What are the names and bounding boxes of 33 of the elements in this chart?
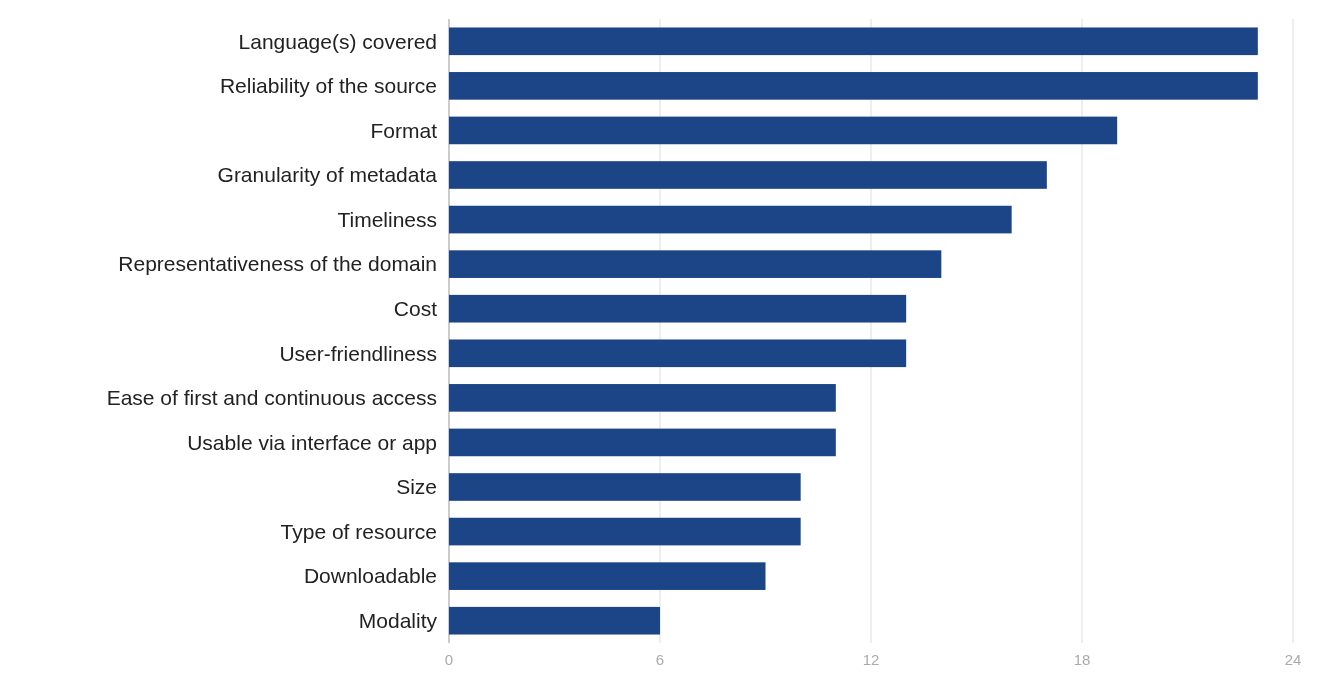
y-tick-label: Ease of first and continuous access — [106, 386, 437, 410]
y-tick-label: Modality — [358, 609, 438, 633]
y-tick-label: Timeliness — [337, 207, 437, 231]
y-tick-label: Usable via interface or app — [187, 430, 437, 454]
x-tick-label: 0 — [444, 651, 454, 668]
bar — [449, 250, 942, 278]
bar — [449, 116, 1118, 145]
bar — [449, 517, 801, 546]
x-tick-label: 18 — [1073, 651, 1091, 668]
y-tick-label: Type of resource — [280, 519, 437, 543]
x-tick-label: 12 — [862, 651, 880, 668]
bar — [449, 384, 836, 412]
bar — [449, 161, 1047, 189]
y-tick-label: Language(s) covered — [238, 29, 437, 53]
y-tick-label: Cost — [393, 297, 438, 321]
y-tick-label: Size — [396, 475, 437, 499]
bar — [449, 72, 1258, 100]
y-tick-label: Granularity of metadata — [217, 163, 438, 187]
x-tick-label: 24 — [1284, 651, 1302, 668]
y-tick-label: Format — [370, 118, 438, 142]
bar — [449, 606, 660, 635]
bar — [449, 27, 1258, 56]
y-tick-label: Downloadable — [303, 564, 437, 588]
bar — [449, 339, 907, 368]
bar — [449, 428, 836, 457]
x-tick-label: 6 — [655, 651, 665, 668]
y-tick-label: Representativeness of the domain — [118, 252, 437, 276]
bar — [449, 473, 801, 501]
bar — [449, 294, 907, 323]
y-tick-label: Reliability of the source — [219, 74, 437, 98]
y-tick-label: User-friendliness — [279, 341, 437, 365]
bar — [449, 205, 1012, 234]
bar — [449, 562, 766, 590]
